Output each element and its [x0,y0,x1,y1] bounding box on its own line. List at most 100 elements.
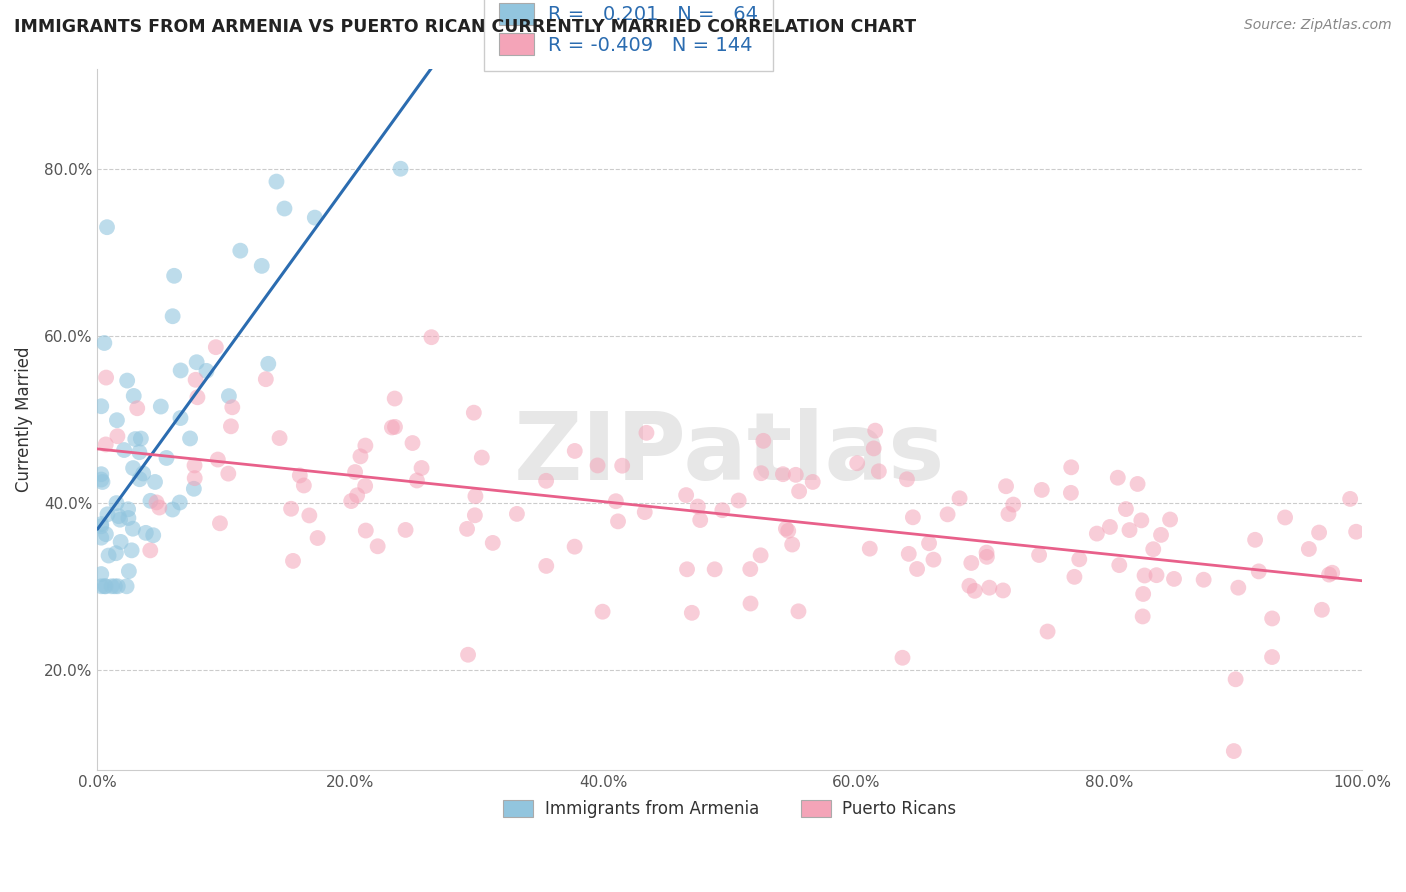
Point [1298,541,1320,556]
Point [605,494,627,508]
Point [90,531,112,545]
Point [749,549,772,563]
Point [859,541,882,556]
Point [675,488,697,502]
Point [219,419,242,434]
Point [90,517,112,532]
Point [117,511,139,525]
Point [110,535,132,549]
Point [169,363,191,377]
Point [564,540,586,554]
Point [183,482,205,496]
Point [97,549,120,563]
Point [179,432,201,446]
Point [948,491,970,506]
Point [1346,524,1368,539]
Point [394,523,416,537]
Point [229,244,252,258]
Point [367,539,389,553]
Point [1223,744,1246,758]
Point [401,436,423,450]
Text: Source: ZipAtlas.com: Source: ZipAtlas.com [1244,18,1392,32]
Point [96,220,118,235]
Point [354,479,377,493]
Point [1159,512,1181,526]
Point [96,508,118,522]
Point [1002,498,1025,512]
Point [346,488,368,502]
Point [420,330,443,344]
Point [195,364,218,378]
Point [145,495,167,509]
Point [143,475,166,489]
Point [183,471,205,485]
Point [1150,528,1173,542]
Point [304,211,326,225]
Point [1132,587,1154,601]
Point [1244,533,1267,547]
Point [976,549,998,564]
Point [740,562,762,576]
Point [1063,570,1085,584]
Point [752,434,775,448]
Point [960,556,983,570]
Point [280,501,302,516]
Point [785,467,807,482]
Point [464,508,486,523]
Point [957,579,980,593]
Point [90,473,112,487]
Point [217,467,239,481]
Point [184,373,207,387]
Legend: Immigrants from Armenia, Puerto Ricans: Immigrants from Armenia, Puerto Ricans [496,793,963,825]
Point [90,579,112,593]
Point [991,583,1014,598]
Point [778,524,800,538]
Point [703,562,725,576]
Point [1317,567,1340,582]
Point [801,475,824,489]
Point [121,543,143,558]
Point [307,531,329,545]
Point [787,604,810,618]
Point [846,456,869,470]
Point [976,546,998,560]
Point [112,443,135,458]
Point [1115,502,1137,516]
Point [1060,486,1083,500]
Point [163,268,186,283]
Point [169,411,191,425]
Point [115,579,138,593]
Point [128,472,150,486]
Point [863,424,886,438]
Point [681,606,703,620]
Point [612,458,634,473]
Point [129,432,152,446]
Point [139,543,162,558]
Point [936,508,959,522]
Point [90,519,112,533]
Point [1130,513,1153,527]
Point [107,509,129,524]
Point [122,389,145,403]
Point [1126,477,1149,491]
Point [250,259,273,273]
Point [90,567,112,582]
Point [689,513,711,527]
Point [254,372,277,386]
Point [471,450,494,465]
Point [922,552,945,566]
Point [456,522,478,536]
Point [1133,568,1156,582]
Point [148,500,170,515]
Point [997,507,1019,521]
Point [586,458,609,473]
Point [162,502,184,516]
Point [384,420,406,434]
Point [1308,525,1330,540]
Point [142,528,165,542]
Point [1227,581,1250,595]
Point [1108,558,1130,573]
Point [273,202,295,216]
Point [349,450,371,464]
Point [118,564,141,578]
